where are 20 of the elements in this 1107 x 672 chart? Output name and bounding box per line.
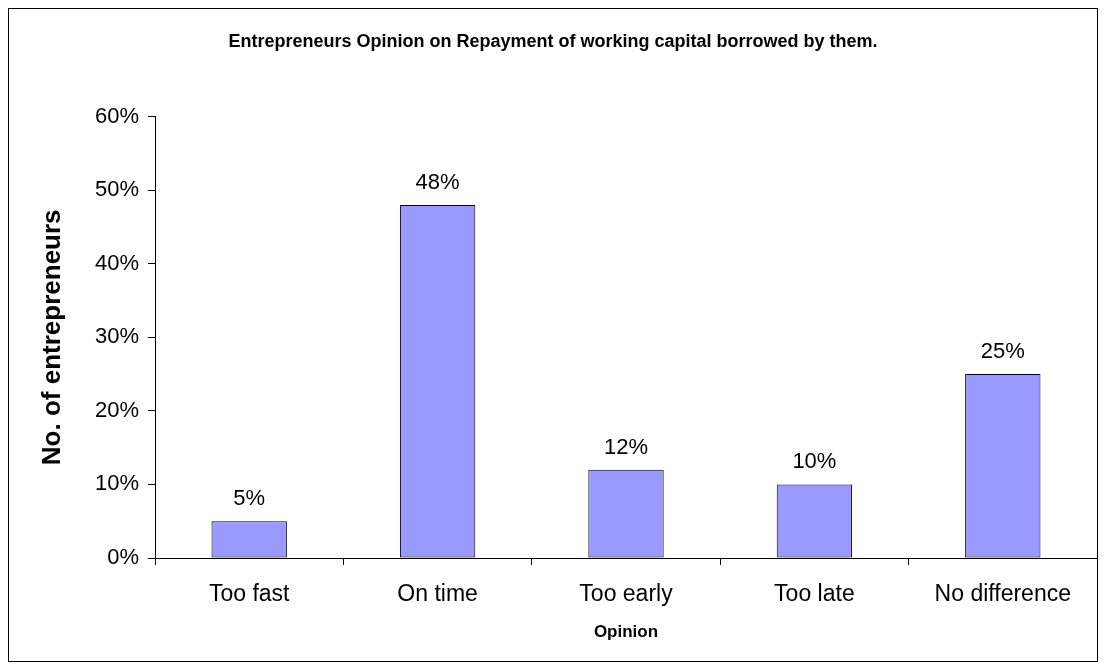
x-axis-title: Opinion <box>593 622 659 642</box>
data-label: 10% <box>792 448 837 474</box>
y-tick-label: 30% <box>94 323 139 349</box>
data-label: 25% <box>980 338 1025 364</box>
chart-title: Entrepreneurs Opinion on Repayment of working capital borrowed by them. <box>228 30 878 51</box>
y-tick-label: 40% <box>94 249 139 275</box>
x-tick-label: Too late <box>774 580 855 607</box>
x-tick-label: Too fast <box>208 580 291 607</box>
data-label: 48% <box>415 168 460 194</box>
x-tick-label: No difference <box>934 580 1071 607</box>
data-label: 5% <box>233 485 266 511</box>
y-tick-label: 0% <box>107 544 139 570</box>
y-tick-label: 60% <box>94 102 139 128</box>
x-tick-label: Too early <box>579 580 674 607</box>
x-tick-label: On time <box>397 580 478 607</box>
y-tick-label: 50% <box>94 176 139 202</box>
data-label: 12% <box>603 433 649 459</box>
y-axis-title: No. of entrepreneurs <box>35 209 66 466</box>
y-tick-label: 20% <box>94 396 139 422</box>
y-tick-label: 10% <box>94 470 139 496</box>
